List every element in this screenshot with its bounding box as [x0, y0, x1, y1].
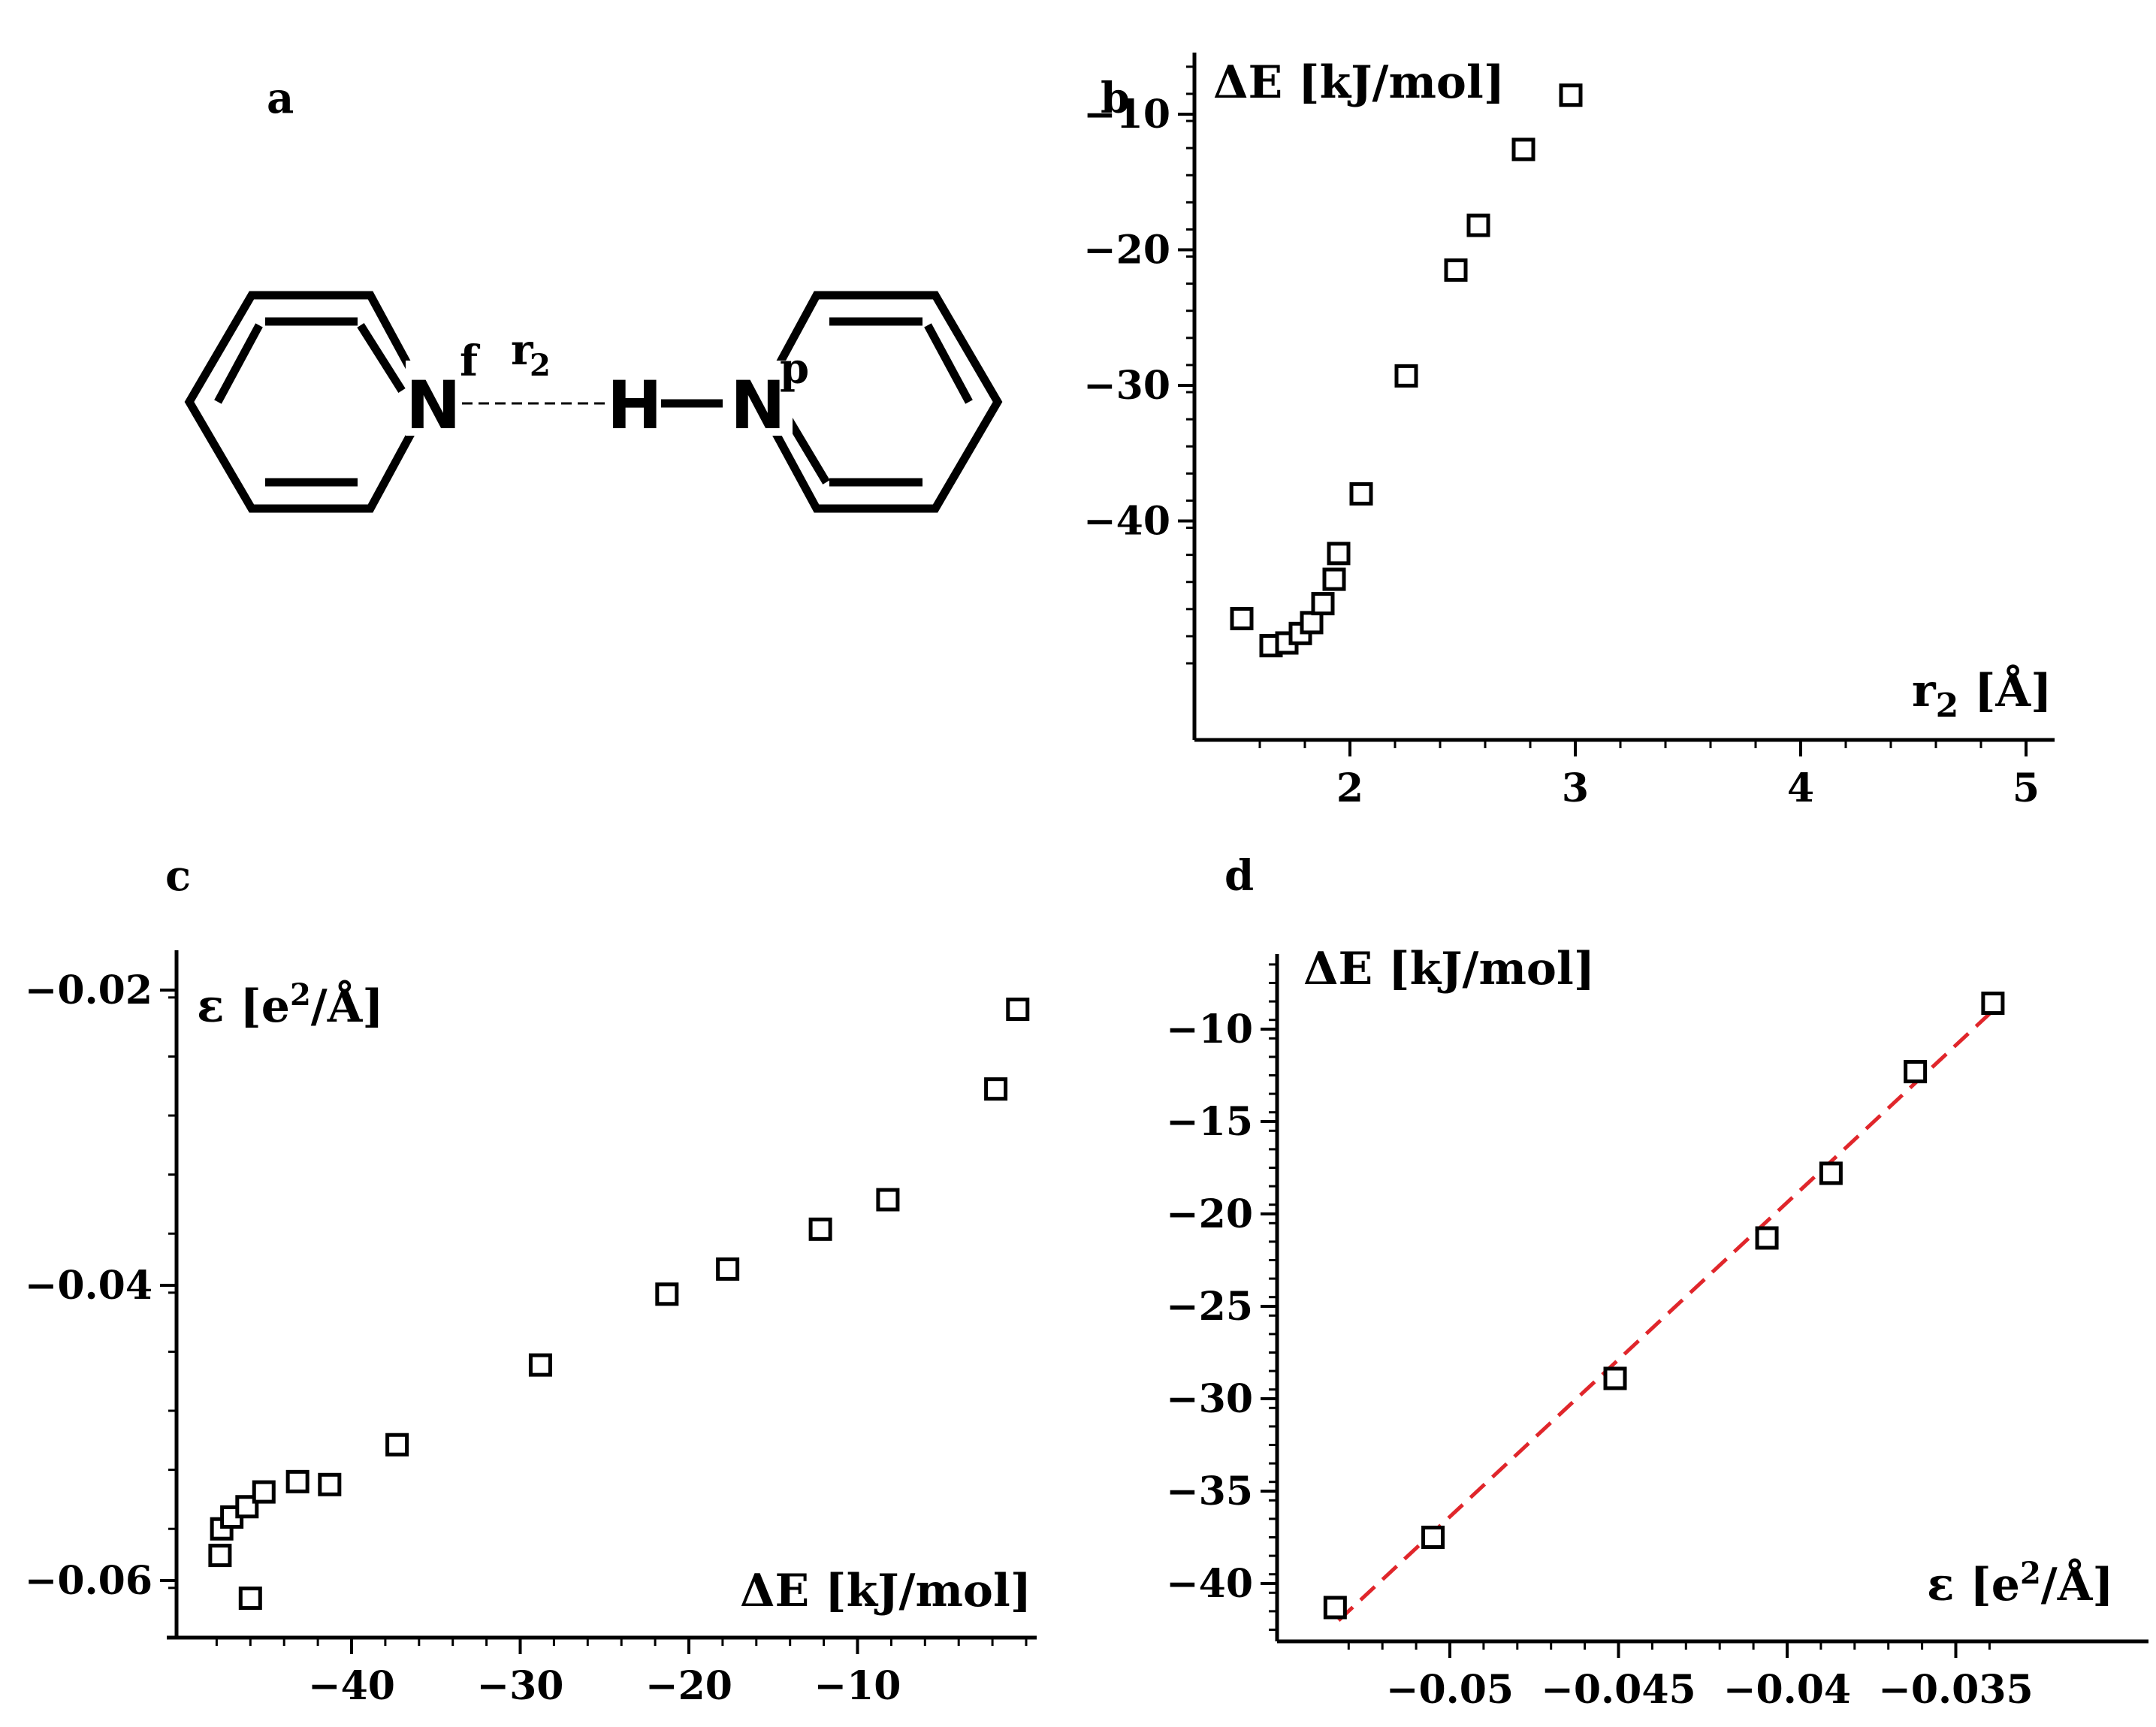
bond-label-r: r: [511, 325, 534, 375]
chart-c-y-tick-label: −0.06: [25, 1558, 152, 1604]
chart-d-point: [1421, 1526, 1445, 1549]
chart-b-y-tick-label: −40: [1083, 499, 1170, 545]
chart-d-y-tick-label: −30: [1166, 1376, 1253, 1422]
chart-c-y-axis-label-unit: /Å]: [311, 980, 384, 1033]
chart-c-point: [984, 1077, 1008, 1101]
chart-panel-c: ε [e2/Å] ΔE [kJ/mol] −40 −30 −20 −10 −0.02 −0…: [25, 950, 1037, 1709]
chart-b-point: [1511, 137, 1535, 162]
chart-b-point: [1444, 258, 1468, 282]
chart-b-point: [1349, 482, 1373, 506]
panel-label-c: c: [165, 851, 191, 901]
chart-b-y-axis-label: ΔE [kJ/mol]: [1213, 56, 1505, 109]
chart-panel-b: ΔE [kJ/mol] r2 [Å] 2 3 4 5−10−20−30−40: [1083, 53, 2055, 811]
chart-b-y-axis-label-main: ΔE [kJ/mol]: [1213, 56, 1505, 109]
chart-c-y-tick-label: −0.04: [25, 1263, 152, 1309]
chart-c-point: [716, 1257, 740, 1281]
chart-d-point: [1904, 1060, 1928, 1084]
chart-c-point: [385, 1433, 409, 1457]
chart-c-point: [528, 1353, 552, 1377]
chart-b-point: [1311, 592, 1335, 616]
chart-b-point: [1327, 542, 1351, 566]
left-ring-double-bond: [357, 323, 406, 393]
chart-b-y-tick-label: −10: [1083, 92, 1170, 137]
right-pyridine-ring: [753, 291, 1003, 513]
chart-d-y-tick-label: −10: [1166, 1007, 1253, 1052]
chart-b-x-axis-label-sub: 2: [1936, 687, 1959, 725]
chart-d-point: [1755, 1226, 1779, 1250]
atom-n-right: N: [730, 367, 786, 444]
chart-d-x-tick-label: −0.045: [1541, 1667, 1696, 1713]
chart-c-y-axis-label: ε [e2/Å]: [197, 977, 384, 1033]
chart-b-x-axis-label-unit: [Å]: [1958, 664, 2052, 717]
chart-c-x-tick-label: −20: [645, 1663, 732, 1709]
chart-d-y-tick-label: −35: [1166, 1469, 1253, 1514]
chart-d-y-tick-label: −40: [1166, 1561, 1253, 1607]
chart-b-point: [1230, 606, 1254, 630]
atom-label-p: p: [780, 344, 809, 394]
panel-label-d: d: [1224, 851, 1254, 901]
chart-c-x-tick-label: −40: [308, 1663, 395, 1709]
chart-d-x-tick-label: −0.05: [1386, 1667, 1514, 1713]
chart-b-y-tick-label: −20: [1083, 228, 1170, 273]
chart-c-point: [208, 1544, 232, 1568]
chart-d-x-axis-label-unit: /Å]: [2041, 1558, 2114, 1611]
chart-c-x-tick-label: −30: [477, 1663, 564, 1709]
chart-d-y-axis-label-main: ΔE [kJ/mol]: [1303, 943, 1595, 995]
chart-b-point: [1300, 611, 1324, 635]
chart-d-y-axis-label: ΔE [kJ/mol]: [1303, 943, 1595, 995]
chart-c-y-axis-label-sup: 2: [290, 977, 311, 1013]
chart-d-y-tick-label: −25: [1166, 1284, 1253, 1330]
chart-b-x-axis-label-main: r: [1912, 665, 1937, 717]
chart-b-point: [1466, 213, 1490, 237]
chart-c-point: [238, 1587, 262, 1611]
chart-d-x-axis-label: ε [e2/Å]: [1927, 1556, 2114, 1611]
bond-label-subscript: 2: [530, 348, 551, 383]
chart-b-x-axis-label: r2 [Å]: [1912, 664, 2052, 725]
chart-d-point: [1819, 1161, 1843, 1185]
left-ring-double-bond: [214, 323, 263, 404]
chart-d-point: [1603, 1366, 1627, 1390]
chart-b-y-tick-label: −30: [1083, 363, 1170, 409]
chart-c-point: [318, 1472, 342, 1496]
chart-c-x-axis-label: ΔE [kJ/mol]: [740, 1565, 1031, 1617]
chart-c-point: [808, 1217, 832, 1241]
chart-b-point: [1322, 567, 1346, 591]
chart-d-x-axis-label-main: ε [e: [1927, 1559, 2020, 1611]
atom-h: H: [607, 367, 663, 444]
chart-d-x-axis-label-sup: 2: [2020, 1556, 2041, 1591]
molecule-diagram: N f r 2 H N p: [184, 291, 1003, 513]
chart-c-x-tick-label: −10: [814, 1663, 901, 1709]
panel-label-a: a: [267, 74, 294, 123]
panel-label-b: b: [1101, 74, 1130, 123]
chart-b-x-tick-label: 5: [2013, 765, 2040, 811]
chart-b-x-tick-label: 3: [1562, 765, 1589, 811]
atom-label-f: f: [460, 337, 481, 386]
chart-d-x-tick-label: −0.04: [1723, 1667, 1851, 1713]
chart-b-x-tick-label: 2: [1336, 765, 1363, 811]
chart-c-point: [655, 1282, 679, 1306]
chart-c-x-axis-label-main: ΔE [kJ/mol]: [740, 1565, 1031, 1617]
chart-c-point: [252, 1480, 276, 1504]
chart-d-point: [1981, 992, 2005, 1016]
right-ring-double-bond: [924, 323, 973, 404]
chart-d-y-tick-label: −20: [1166, 1191, 1253, 1237]
chart-c-point: [876, 1188, 900, 1212]
chart-panel-d: ΔE [kJ/mol] ε [e2/Å] −0.05 −0.045 −0.04 −0.…: [1166, 943, 2148, 1713]
chart-d-point: [1323, 1596, 1347, 1620]
chart-c-point: [285, 1469, 310, 1493]
chart-c-point: [1006, 998, 1030, 1022]
chart-c-y-tick-label: −0.02: [25, 968, 152, 1013]
chart-b-x-tick-label: 4: [1787, 765, 1814, 811]
chart-c-y-axis-label-main: ε [e: [197, 980, 290, 1033]
chart-d-y-tick-label: −15: [1166, 1099, 1253, 1145]
atom-n-left: N: [406, 367, 461, 444]
chart-b-point: [1559, 83, 1583, 107]
chart-d-x-tick-label: −0.035: [1878, 1667, 2033, 1713]
left-pyridine-ring: [184, 291, 433, 513]
chart-b-point: [1394, 364, 1418, 388]
